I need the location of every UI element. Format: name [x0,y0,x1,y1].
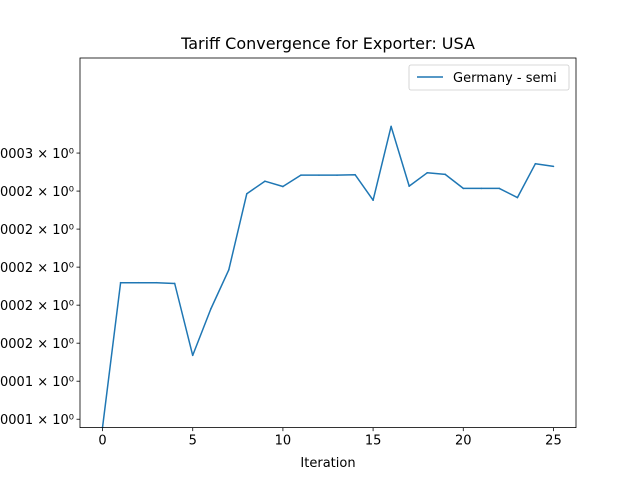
data-point [264,180,266,182]
data-point [390,125,392,128]
legend-entry: Germany - semi [453,71,557,86]
data-point [480,187,483,190]
x-axis-label: Iteration [300,456,355,471]
data-point [137,281,140,284]
x-tick-label: 15 [365,434,382,449]
data-point [300,174,302,176]
plot-frame [79,57,577,429]
data-point [318,174,320,176]
data-point [552,165,555,168]
y-tick-label: 0002 × 10⁰ [0,185,74,200]
y-tick-label: 0002 × 10⁰ [0,299,74,314]
data-point [534,162,537,165]
x-tick-label: 25 [545,434,562,449]
x-tick-label: 5 [189,434,197,449]
y-tick-label: 0002 × 10⁰ [0,337,74,352]
data-point [426,172,429,174]
x-tick-label: 0 [98,434,106,449]
data-point [246,192,248,195]
series-line [101,125,554,428]
data-point [372,199,374,202]
data-point [173,282,176,285]
data-point [462,187,465,190]
data-point [336,174,338,176]
data-point [228,268,230,271]
data-point [498,187,501,190]
x-tick-label: 20 [455,434,472,449]
y-tick-label: 0002 × 10⁰ [0,261,74,276]
y-tick-label: 0001 × 10⁰ [0,413,74,428]
data-point [119,281,122,284]
chart-title: Tariff Convergence for Exporter: USA [180,34,475,53]
x-tick-label: 10 [275,434,292,449]
data-point [408,185,410,187]
data-point [191,354,194,357]
legend-box [408,64,570,91]
data-point [209,308,212,310]
y-tick-label: 0001 × 10⁰ [0,375,74,390]
data-point [516,196,519,199]
data-point [354,173,356,176]
data-point [155,281,158,284]
y-tick-label: 0002 × 10⁰ [0,223,74,238]
plot-area: 0 5 10 15 20 25 0001 × 10⁰ 0001 × 10⁰ 0002 × 10⁰… [0,125,562,449]
data-point [444,173,447,176]
data-point [282,185,284,188]
legend: Germany - semi [408,64,570,91]
y-tick-label: 0003 × 10⁰ [0,147,74,162]
